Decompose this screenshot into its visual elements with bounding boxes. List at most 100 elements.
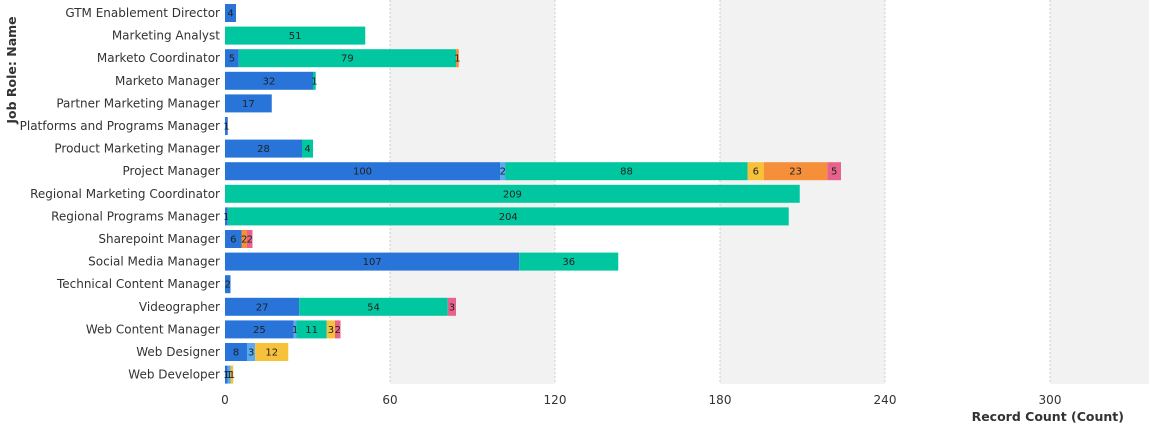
bar-videographer[interactable]: 27 54 3 [225,297,456,316]
category-label: Marketing Analyst [112,29,220,43]
data-label: 3 [328,325,334,336]
data-label: 100 [353,167,372,178]
bar-segment[interactable] [827,162,841,181]
data-label: 17 [242,99,255,110]
bar-segment[interactable] [225,184,800,203]
data-label: 3 [248,348,254,359]
data-label: 79 [341,54,354,65]
data-label: 8 [233,348,239,359]
category-label: Platforms and Programs Manager [20,119,220,133]
bar-segment[interactable] [225,49,239,68]
bar-marketo-manager[interactable]: 32 1 [225,71,318,90]
bar-partner-marketing-manager[interactable]: 17 [225,94,272,113]
bar-segment[interactable] [225,252,520,271]
bar-social-media-manager[interactable]: 107 36 [225,252,619,271]
bar-segment[interactable] [519,252,619,271]
data-label: 3 [449,302,455,313]
category-label: Marketo Coordinator [97,51,220,65]
bar-segment[interactable] [505,162,748,181]
bar-segment[interactable] [225,275,231,294]
bar-segment[interactable] [313,71,316,90]
bar-segment[interactable] [447,297,456,316]
bar-segment[interactable] [247,343,256,361]
bar-segment[interactable] [225,320,294,339]
data-label: 88 [620,167,633,178]
bar-segment[interactable] [764,162,828,181]
x-tick-label: 240 [874,393,897,407]
bar-segment[interactable] [241,230,248,248]
bar-marketing-analyst[interactable]: 51 [225,26,366,45]
data-label: 1 [223,122,229,133]
bar-segment[interactable] [747,162,765,181]
bar-product-marketing-manager[interactable]: 28 4 [225,139,313,158]
category-label: Marketo Manager [115,74,220,88]
bar-segment[interactable] [225,162,500,181]
bar-segment[interactable] [227,365,231,384]
bar-segment[interactable] [326,320,335,339]
data-label: 107 [363,257,382,268]
data-label: 32 [263,76,276,87]
y-axis-title: Job Role: Name [4,16,19,124]
bar-segment[interactable] [293,320,297,339]
bar-segment[interactable] [225,365,228,384]
data-label: 1 [223,370,229,381]
data-label: 1 [454,54,460,65]
bar-segment[interactable] [225,4,236,22]
bar-segment[interactable] [296,320,327,339]
bar-regional-programs-manager[interactable]: 1 204 [223,207,789,226]
bar-technical-content-manager[interactable]: 2 [225,275,231,294]
data-label: 6 [753,167,759,178]
bar-segment[interactable] [255,343,289,361]
bar-segment[interactable] [335,320,341,339]
bar-gtm-enablement-director[interactable]: 4 [225,4,236,22]
bar-web-designer[interactable]: 8 3 12 [225,343,289,361]
bar-segment[interactable] [225,26,366,45]
data-label: 36 [562,257,575,268]
bar-web-developer[interactable]: 111 [223,365,235,384]
bar-segment[interactable] [230,365,234,384]
data-label: 51 [289,31,302,42]
bar-segment[interactable] [238,49,456,68]
x-tick-label: 0 [221,393,229,407]
x-tick-label: 60 [382,393,397,407]
category-label: Regional Marketing Coordinator [30,187,220,201]
data-label: 23 [789,167,802,178]
bar-segment[interactable] [456,49,459,68]
bar-marketo-coordinator[interactable]: 5 79 1 [225,49,461,68]
bar-segment[interactable] [247,230,253,248]
x-axis-title: Record Count (Count) [972,409,1124,424]
bar-segment[interactable] [302,139,313,158]
data-label: 1 [229,370,235,381]
category-label: Project Manager [123,164,221,178]
bar-segment[interactable] [299,297,448,316]
bar-segment[interactable] [225,343,247,361]
data-label: 54 [367,302,380,313]
category-label: Sharepoint Manager [98,232,220,246]
category-label: Web Developer [128,368,220,382]
category-label: Partner Marketing Manager [56,96,220,110]
bar-segment[interactable] [225,230,242,248]
category-label: GTM Enablement Director [65,6,220,20]
bar-segment[interactable] [225,71,313,90]
bar-segment[interactable] [225,117,228,135]
bar-segment[interactable] [225,139,302,158]
data-label: 1 [226,370,232,381]
bar-web-content-manager[interactable]: 25 1 11 3 2 [225,320,341,339]
bar-regional-marketing-coordinator[interactable]: 209 [225,184,800,203]
data-label: 1 [292,325,298,336]
bar-segment[interactable] [225,94,272,113]
data-label: 2 [500,167,506,178]
bar-project-manager[interactable]: 100 2 88 6 23 5 [225,162,841,181]
x-axis-ticks: 0 60 120 180 240 300 [221,393,1061,407]
bar-segment[interactable] [500,162,506,181]
bar-segment[interactable] [225,207,228,226]
category-label: Technical Content Manager [56,277,220,291]
bar-segment[interactable] [227,207,789,226]
bar-segment[interactable] [225,297,300,316]
x-tick-label: 300 [1039,393,1062,407]
category-labels: GTM Enablement Director Marketing Analyst… [20,6,221,382]
bar-platforms-and-programs-manager[interactable]: 1 [223,117,230,135]
